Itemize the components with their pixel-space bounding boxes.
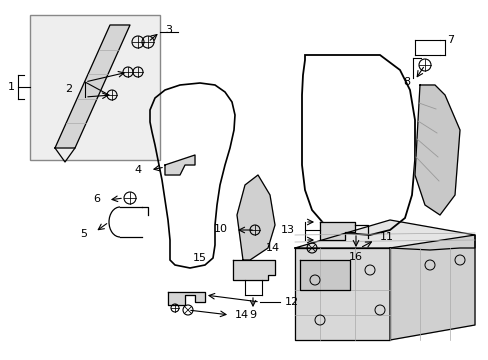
Text: 15: 15 (193, 253, 206, 263)
Text: 14: 14 (265, 243, 280, 253)
Polygon shape (299, 260, 349, 290)
Text: 4: 4 (135, 165, 142, 175)
Text: 13: 13 (281, 225, 294, 235)
Polygon shape (168, 292, 204, 305)
Polygon shape (55, 25, 130, 148)
Text: 12: 12 (285, 297, 299, 307)
Text: 5: 5 (80, 229, 87, 239)
Text: 7: 7 (446, 35, 453, 45)
Polygon shape (232, 260, 274, 280)
Text: 16: 16 (348, 252, 362, 262)
Text: 1: 1 (7, 82, 15, 92)
FancyBboxPatch shape (30, 15, 160, 160)
Polygon shape (389, 235, 474, 340)
Text: 14: 14 (235, 310, 248, 320)
Text: 10: 10 (214, 224, 227, 234)
Text: 3: 3 (164, 25, 172, 35)
Text: 8: 8 (402, 77, 409, 87)
Polygon shape (294, 220, 474, 250)
Text: 11: 11 (379, 232, 393, 242)
Polygon shape (164, 155, 195, 175)
Text: 6: 6 (93, 194, 100, 204)
Polygon shape (237, 175, 274, 260)
Text: 9: 9 (249, 310, 256, 320)
Text: 2: 2 (65, 84, 72, 94)
Polygon shape (319, 222, 354, 240)
Polygon shape (414, 85, 459, 215)
Polygon shape (294, 248, 389, 340)
